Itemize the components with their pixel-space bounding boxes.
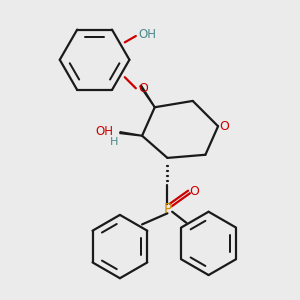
- Text: OH: OH: [96, 124, 114, 137]
- Polygon shape: [120, 132, 142, 136]
- Text: OH: OH: [138, 28, 156, 41]
- Text: O: O: [189, 185, 199, 198]
- Polygon shape: [140, 85, 155, 107]
- Text: P: P: [163, 202, 172, 216]
- Text: H: H: [110, 137, 119, 147]
- Text: O: O: [138, 82, 148, 95]
- Text: O: O: [220, 120, 229, 133]
